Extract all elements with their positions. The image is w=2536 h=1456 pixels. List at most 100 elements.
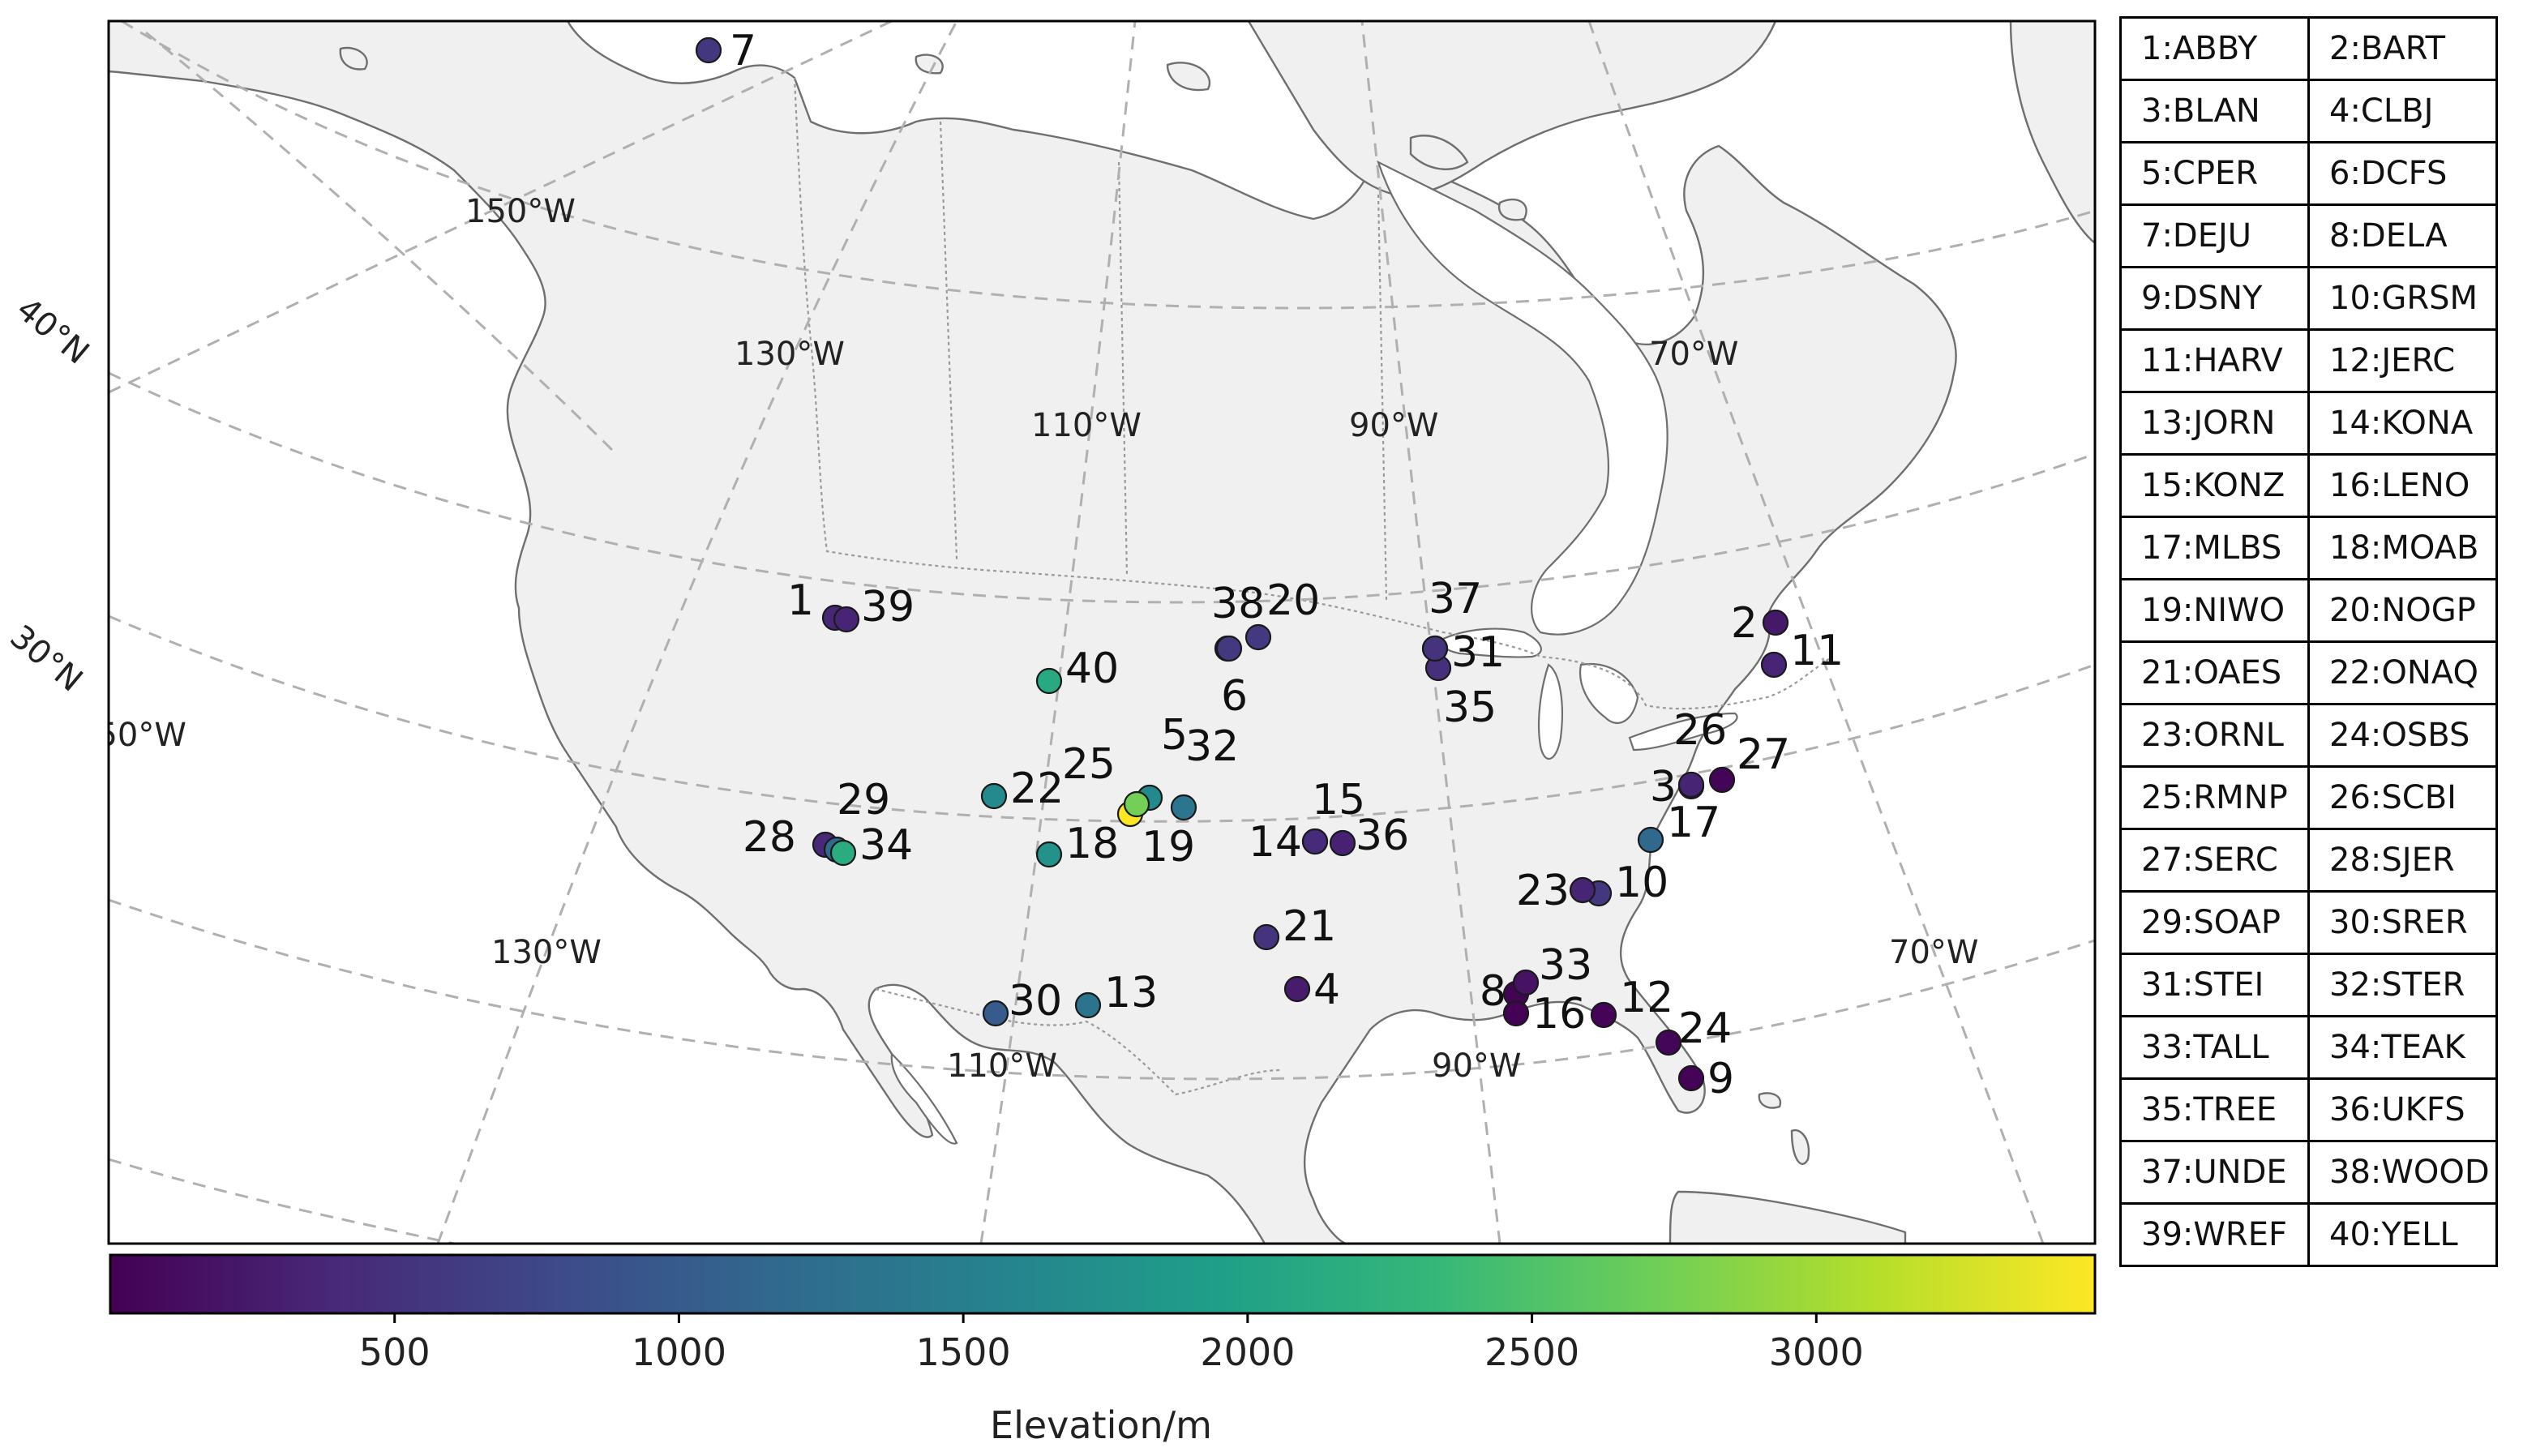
- site-label-ornl: 23: [1516, 867, 1570, 915]
- site-label-cper: 5: [1161, 711, 1188, 760]
- site-marker-jorn: [1074, 991, 1102, 1019]
- lat-label-30n: 30°N: [3, 618, 90, 699]
- legend-row: 27:SERC 28:SJER: [2119, 828, 2498, 893]
- site-label-srer: 30: [1009, 977, 1062, 1026]
- site-label-konz: 15: [1312, 776, 1365, 824]
- legend-cell: 18:MOAB: [2307, 516, 2498, 580]
- legend-row: 9:DSNY 10:GRSM: [2119, 266, 2498, 331]
- lon-label-130w-bottom: 130°W: [491, 934, 602, 971]
- legend-row: 35:TREE 36:UKFS: [2119, 1077, 2498, 1142]
- site-label-bart: 2: [1731, 599, 1758, 648]
- legend-row: 11:HARV 12:JERC: [2119, 328, 2498, 393]
- site-label-ukfs: 36: [1356, 812, 1409, 860]
- legend-cell: 13:JORN: [2119, 391, 2310, 456]
- legend-cell: 37:UNDE: [2119, 1140, 2310, 1205]
- legend-cell: 24:OSBS: [2307, 703, 2498, 768]
- legend-cell: 28:SJER: [2307, 828, 2498, 893]
- site-marker-mlbs: [1637, 826, 1664, 854]
- legend-cell: 23:ORNL: [2119, 703, 2310, 768]
- legend-cell: 16:LENO: [2307, 453, 2498, 518]
- site-label-kona: 14: [1249, 818, 1302, 867]
- site-marker-teak: [829, 839, 857, 867]
- site-label-rmnp: 25: [1062, 740, 1116, 789]
- legend-cell: 35:TREE: [2119, 1077, 2310, 1142]
- lon-label-130w-top: 130°W: [735, 336, 845, 373]
- legend-cell: 2:BART: [2307, 16, 2498, 81]
- colorbar-title: Elevation/m: [990, 1403, 1212, 1447]
- legend-cell: 14:KONA: [2307, 391, 2498, 456]
- bahamas: [1758, 1092, 1782, 1109]
- colorbar-tick-label: 1000: [632, 1330, 726, 1374]
- colorbar-tick-label: 1500: [916, 1330, 1011, 1374]
- graticule-labels: 150°W 130°W 110°W 90°W 70°W 150°W 130°W …: [76, 193, 1978, 1085]
- parallel-20n: [109, 1158, 455, 1244]
- lake-superior: [1441, 627, 1542, 658]
- legend-row: 39:WREF 40:YELL: [2119, 1202, 2498, 1267]
- legend-cell: 27:SERC: [2119, 828, 2310, 893]
- site-marker-nogp: [1244, 623, 1272, 651]
- site-label-scbi: 26: [1673, 706, 1727, 755]
- legend-cell: 9:DSNY: [2119, 266, 2310, 331]
- legend-cell: 34:TEAK: [2307, 1015, 2498, 1080]
- colorbar-gradient: [109, 1253, 2097, 1315]
- legend-cell: 25:RMNP: [2119, 765, 2310, 830]
- site-label-jerc: 12: [1620, 974, 1673, 1022]
- site-label-yell: 40: [1065, 644, 1119, 693]
- legend-row: 5:CPER 6:DCFS: [2119, 141, 2498, 206]
- legend-row: 17:MLBS 18:MOAB: [2119, 516, 2498, 580]
- lon-label-150w-left: 150°W: [76, 717, 186, 754]
- site-label-tree: 35: [1443, 683, 1497, 732]
- legend-cell: 32:STER: [2307, 953, 2498, 1017]
- site-marker-rmnp: [1123, 790, 1150, 818]
- site-marker-jerc: [1590, 1001, 1617, 1029]
- parallel-40n: [109, 615, 2095, 823]
- site-marker-clbj: [1283, 975, 1311, 1003]
- arctic-island-5: [915, 54, 944, 75]
- meridian-70w: [1587, 21, 2045, 1244]
- site-label-stei: 31: [1451, 628, 1505, 677]
- lon-label-70w-top: 70°W: [1649, 336, 1738, 373]
- site-marker-harv: [1760, 651, 1788, 679]
- legend-row: 15:KONZ 16:LENO: [2119, 453, 2498, 518]
- legend-cell: 19:NIWO: [2119, 578, 2310, 643]
- meridian-130w: [436, 21, 958, 1244]
- site-label-nogp: 20: [1266, 576, 1320, 625]
- site-marker-unde: [1421, 635, 1449, 662]
- legend-cell: 29:SOAP: [2119, 890, 2310, 955]
- site-label-dsny: 9: [1707, 1055, 1734, 1103]
- legend-cell: 7:DEJU: [2119, 203, 2310, 268]
- site-label-grsm: 10: [1615, 859, 1669, 907]
- parallel-30n: [109, 898, 2095, 1081]
- arctic-island-2: [1409, 135, 1469, 170]
- site-marker-deju: [695, 36, 722, 64]
- site-label-oaes: 21: [1283, 902, 1336, 951]
- legend-cell: 20:NOGP: [2307, 578, 2498, 643]
- colorbar-tick-label: 500: [359, 1330, 431, 1374]
- site-marker-wref: [833, 606, 860, 633]
- site-marker-ukfs: [1329, 829, 1356, 857]
- lake-huron: [1579, 662, 1639, 724]
- site-marker-moab: [1035, 841, 1063, 868]
- legend-cell: 30:SRER: [2307, 890, 2498, 955]
- legend-cell: 10:GRSM: [2307, 266, 2498, 331]
- lon-label-90w-bottom: 90°W: [1432, 1047, 1521, 1085]
- map-area: 150°W 130°W 110°W 90°W 70°W 150°W 130°W …: [76, 21, 2095, 1244]
- site-label-wref: 39: [861, 583, 915, 632]
- legend-row: 23:ORNL 24:OSBS: [2119, 703, 2498, 768]
- us-canada-border: [793, 77, 1833, 710]
- site-label-niwo: 19: [1142, 823, 1195, 871]
- lon-label-70w-bottom: 70°W: [1889, 934, 1978, 971]
- colorbar-tick-label: 3000: [1769, 1330, 1864, 1374]
- site-label-harv: 11: [1790, 627, 1844, 675]
- legend-row: 1:ABBY 2:BART: [2119, 16, 2498, 81]
- site-label-tall: 33: [1539, 941, 1592, 990]
- legend-row: 21:OAES 22:ONAQ: [2119, 640, 2498, 705]
- legend-cell: 36:UKFS: [2307, 1077, 2498, 1142]
- colorbar-tick-label: 2500: [1484, 1330, 1579, 1374]
- legend-row: 7:DEJU 8:DELA: [2119, 203, 2498, 268]
- lon-label-90w-top: 90°W: [1349, 407, 1438, 444]
- site-marker-ster: [1170, 794, 1197, 821]
- site-label-moab: 18: [1065, 820, 1119, 868]
- legend-cell: 39:WREF: [2119, 1202, 2310, 1267]
- site-label-wood: 38: [1211, 580, 1265, 628]
